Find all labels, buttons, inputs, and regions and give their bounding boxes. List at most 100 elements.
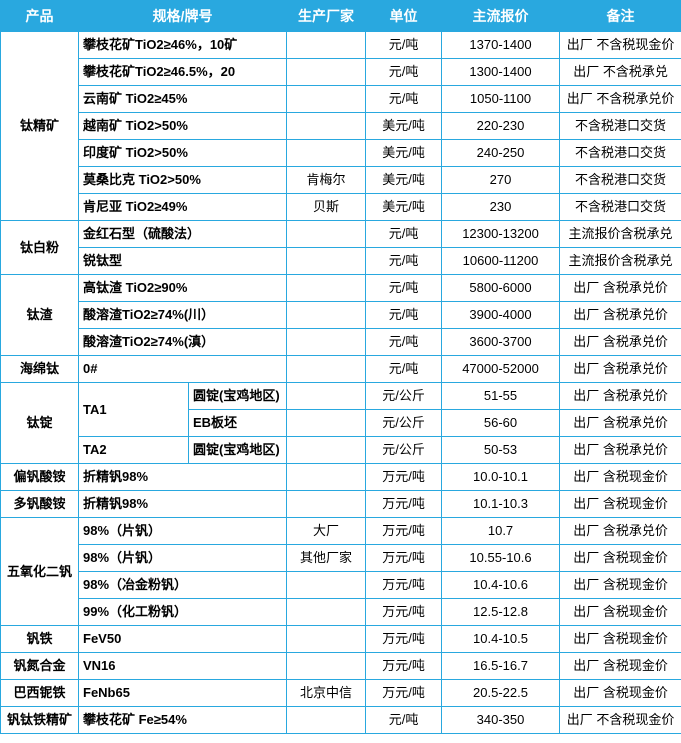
cell-spec: 金红石型（硫酸法） xyxy=(77,220,288,248)
cell-spec-detail: 圆锭(宝鸡地区) xyxy=(187,382,288,410)
table-row: 莫桑比克 TiO2>50% 肯梅尔 美元/吨 270 不含税港口交货 xyxy=(1,166,681,194)
cell-manufacturer: 大厂 xyxy=(286,517,367,545)
cell-spec: 酸溶渣TiO2≥74%(川） xyxy=(77,301,288,329)
table-row: 钛精矿 攀枝花矿TiO2≥46%，10矿 元/吨 1370-1400 出厂 不含税现金价 xyxy=(0,31,681,221)
cell-manufacturer xyxy=(286,652,367,680)
table-row: 偏钒酸铵 折精钒98% 万元/吨 10.0-10.1 出厂 含税现金价 xyxy=(0,463,681,491)
table-row: 钒氮合金 VN16 万元/吨 16.5-16.7 出厂 含税现金价 xyxy=(0,652,681,680)
cell-note: 出厂 含税现金价 xyxy=(559,598,681,626)
cell-price: 1370-1400 xyxy=(441,31,561,59)
cell-unit: 美元/吨 xyxy=(365,112,443,140)
table-row: 98%（冶金粉钒） 万元/吨 10.4-10.6 出厂 含税现金价 xyxy=(1,571,681,599)
table-row: 攀枝花矿TiO2≥46.5%，20 元/吨 1300-1400 出厂 不含税承兑 xyxy=(1,58,681,86)
cell-note: 主流报价含税承兑 xyxy=(559,247,681,275)
cell-note: 出厂 含税现金价 xyxy=(559,652,681,680)
cell-manufacturer xyxy=(286,598,367,626)
table-row: 海绵钛 0# 元/吨 47000-52000 出厂 含税承兑价 xyxy=(0,355,681,383)
table-row: 钛白粉 金红石型（硫酸法） 元/吨 12300-13200 主流报价含税承兑 xyxy=(0,220,681,275)
cell-price: 16.5-16.7 xyxy=(441,652,561,680)
cell-manufacturer xyxy=(286,625,367,653)
cell-note: 出厂 含税承兑价 xyxy=(559,517,681,545)
cell-spec: 折精钒98% xyxy=(77,463,288,491)
cell-product-category: 巴西铌铁 xyxy=(0,679,79,707)
cell-spec-detail: 圆锭(宝鸡地区) xyxy=(187,436,288,464)
cell-unit: 万元/吨 xyxy=(365,625,443,653)
table-header: 产品 规格/牌号 生产厂家 单位 主流报价 备注 xyxy=(0,0,681,32)
cell-unit: 万元/吨 xyxy=(365,544,443,572)
cell-price: 1050-1100 xyxy=(441,85,561,113)
cell-note: 出厂 不含税现金价 xyxy=(559,706,681,734)
cell-price: 12.5-12.8 xyxy=(441,598,561,626)
cell-manufacturer xyxy=(286,355,367,383)
cell-price: 340-350 xyxy=(441,706,561,734)
cell-manufacturer xyxy=(286,301,367,329)
cell-spec: 印度矿 TiO2>50% xyxy=(77,139,288,167)
cell-unit: 元/公斤 xyxy=(365,409,443,437)
table-row: 99%（化工粉钒） 万元/吨 12.5-12.8 出厂 含税现金价 xyxy=(1,598,681,626)
cell-spec: 98%（片钒） xyxy=(77,544,288,572)
table-row: TA2 圆锭(宝鸡地区) 元/公斤 50-53 出厂 含税承兑价 xyxy=(1,436,681,464)
cell-manufacturer xyxy=(286,247,367,275)
cell-unit: 美元/吨 xyxy=(365,139,443,167)
cell-note: 出厂 含税承兑价 xyxy=(559,409,681,437)
cell-spec: 0# xyxy=(77,355,288,383)
cell-manufacturer xyxy=(286,436,367,464)
cell-price: 3600-3700 xyxy=(441,328,561,356)
cell-price: 51-55 xyxy=(441,382,561,410)
cell-product-category: 钒钛铁精矿 xyxy=(0,706,79,734)
cell-spec: 高钛渣 TiO2≥90% xyxy=(77,274,288,302)
cell-note: 出厂 不含税承兑价 xyxy=(559,85,681,113)
cell-price: 220-230 xyxy=(441,112,561,140)
cell-price: 10.55-10.6 xyxy=(441,544,561,572)
cell-spec: 98%（冶金粉钒） xyxy=(77,571,288,599)
cell-product-category: 海绵钛 xyxy=(0,355,79,383)
cell-note: 出厂 含税承兑价 xyxy=(559,382,681,410)
cell-price: 5800-6000 xyxy=(441,274,561,302)
cell-unit: 万元/吨 xyxy=(365,571,443,599)
cell-price: 12300-13200 xyxy=(441,220,561,248)
cell-manufacturer xyxy=(286,274,367,302)
cell-manufacturer: 肯梅尔 xyxy=(286,166,367,194)
cell-manufacturer: 贝斯 xyxy=(286,193,367,221)
cell-manufacturer xyxy=(286,463,367,491)
cell-spec: 攀枝花矿TiO2≥46.5%，20 xyxy=(77,58,288,86)
cell-unit: 元/吨 xyxy=(365,274,443,302)
cell-unit: 万元/吨 xyxy=(365,517,443,545)
cell-spec: VN16 xyxy=(77,652,288,680)
cell-unit: 万元/吨 xyxy=(365,652,443,680)
cell-price: 10.4-10.6 xyxy=(441,571,561,599)
cell-manufacturer xyxy=(286,409,367,437)
cell-grade: TA1 xyxy=(78,382,189,437)
cell-price: 230 xyxy=(441,193,561,221)
cell-note: 不含税港口交货 xyxy=(559,166,681,194)
cell-spec: 99%（化工粉钒） xyxy=(77,598,288,626)
cell-spec: 锐钛型 xyxy=(77,247,288,275)
cell-unit: 元/吨 xyxy=(365,247,443,275)
cell-price: 47000-52000 xyxy=(441,355,561,383)
table-row: 酸溶渣TiO2≥74%(滇） 元/吨 3600-3700 出厂 含税承兑价 xyxy=(1,328,681,356)
column-header-spec: 规格/牌号 xyxy=(77,0,288,32)
cell-note: 出厂 含税现金价 xyxy=(559,625,681,653)
cell-unit: 元/吨 xyxy=(365,328,443,356)
cell-note: 出厂 含税现金价 xyxy=(559,463,681,491)
cell-product-category: 钛锭 xyxy=(0,382,79,464)
column-header-note: 备注 xyxy=(559,0,681,32)
table-row: 多钒酸铵 折精钒98% 万元/吨 10.1-10.3 出厂 含税现金价 xyxy=(0,490,681,518)
cell-spec: 折精钒98% xyxy=(77,490,288,518)
cell-unit: 元/吨 xyxy=(365,220,443,248)
column-header-price: 主流报价 xyxy=(441,0,561,32)
cell-note: 出厂 含税现金价 xyxy=(559,571,681,599)
cell-note: 不含税港口交货 xyxy=(559,112,681,140)
cell-note: 出厂 含税现金价 xyxy=(559,490,681,518)
cell-manufacturer xyxy=(286,85,367,113)
cell-spec: FeV50 xyxy=(77,625,288,653)
cell-note: 出厂 含税承兑价 xyxy=(559,301,681,329)
table-row: 酸溶渣TiO2≥74%(川） 元/吨 3900-4000 出厂 含税承兑价 xyxy=(1,301,681,329)
cell-price: 270 xyxy=(441,166,561,194)
cell-spec: 酸溶渣TiO2≥74%(滇） xyxy=(77,328,288,356)
table-row: 肯尼亚 TiO2≥49% 贝斯 美元/吨 230 不含税港口交货 xyxy=(1,193,681,221)
cell-manufacturer xyxy=(286,58,367,86)
cell-spec: 越南矿 TiO2>50% xyxy=(77,112,288,140)
cell-price: 56-60 xyxy=(441,409,561,437)
